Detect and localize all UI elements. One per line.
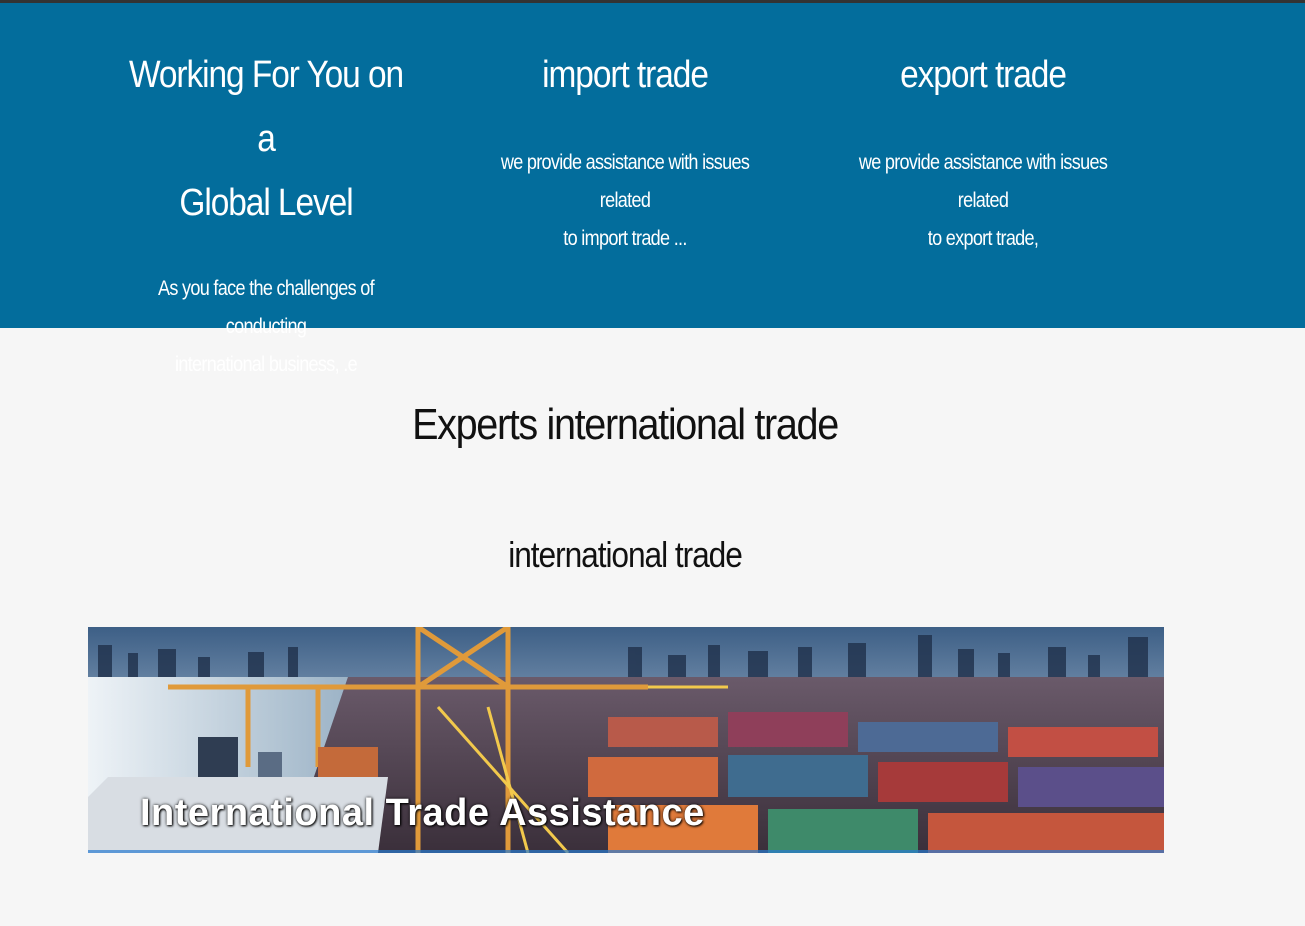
feature-export-desc-line1: we provide assistance with issues relate… (858, 151, 1108, 212)
feature-global-title: Working For You on a Global Level (116, 43, 415, 235)
port-banner-image: International Trade Assistance (88, 627, 1164, 853)
top-border (0, 0, 1305, 3)
section-title: Experts international trade (412, 400, 839, 449)
feature-import: import trade we provide assistance with … (455, 43, 795, 258)
banner-caption: International Trade Assistance (140, 792, 705, 834)
feature-global-desc-line2: international business, .e (175, 353, 358, 376)
feature-import-desc-line1: we provide assistance with issues relate… (500, 151, 750, 212)
feature-export-title[interactable]: export trade (900, 54, 1067, 96)
feature-global-desc-line1: As you face the challenges of conducting (158, 277, 375, 338)
feature-export-description: we provide assistance with issues relate… (837, 144, 1129, 258)
features-band: Working For You on a Global Level As you… (0, 3, 1305, 376)
feature-import-title[interactable]: import trade (542, 54, 709, 96)
port-scene-illustration (88, 627, 1164, 853)
feature-export-desc-line2: to export trade, (927, 227, 1039, 250)
section-subtitle: international trade (508, 534, 743, 575)
feature-export: export trade we provide assistance with … (813, 43, 1153, 258)
feature-import-desc-line2: to import trade ... (563, 227, 687, 250)
feature-global: Working For You on a Global Level As you… (96, 43, 436, 384)
feature-global-title-line1: Working For You on a (128, 54, 404, 160)
feature-global-title-line2: Global Level (179, 182, 353, 224)
feature-global-description: As you face the challenges of conducting… (120, 270, 412, 384)
feature-import-description: we provide assistance with issues relate… (479, 144, 771, 258)
